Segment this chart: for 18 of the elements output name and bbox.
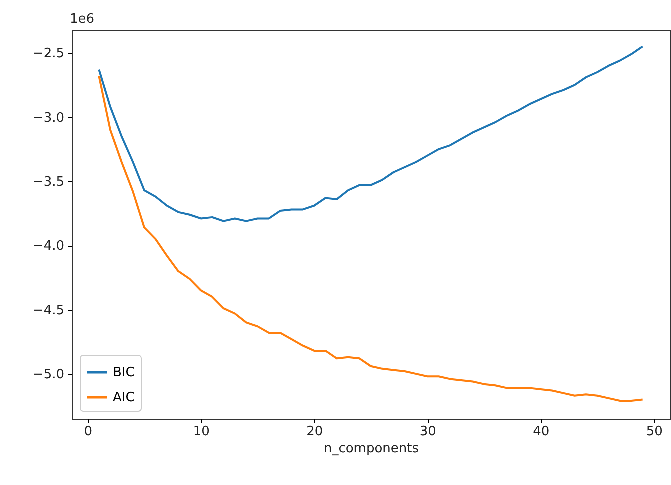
line-series	[98, 46, 644, 222]
x-tick-label: 30	[420, 424, 436, 440]
y-tick-label: −3.0	[32, 110, 64, 126]
y-tick-label: −2.5	[32, 46, 64, 62]
y-tick-label: −5.0	[32, 368, 64, 383]
x-tick-label: 0	[84, 424, 92, 440]
x-tick-label: 10	[193, 424, 210, 440]
x-tick-label: 40	[533, 424, 550, 440]
legend-label: BIC	[113, 366, 135, 380]
y-tick-label: −4.0	[32, 239, 64, 254]
x-tick-label: 50	[646, 424, 663, 440]
x-tick-label: 20	[306, 424, 324, 440]
line-series	[98, 75, 644, 402]
y-tick-label: −4.5	[32, 303, 64, 318]
y-tick-label: −3.5	[32, 174, 64, 190]
legend-label: AIC	[113, 390, 135, 406]
text: 1e6	[70, 12, 95, 27]
x-axis-title: n_components	[324, 442, 420, 456]
